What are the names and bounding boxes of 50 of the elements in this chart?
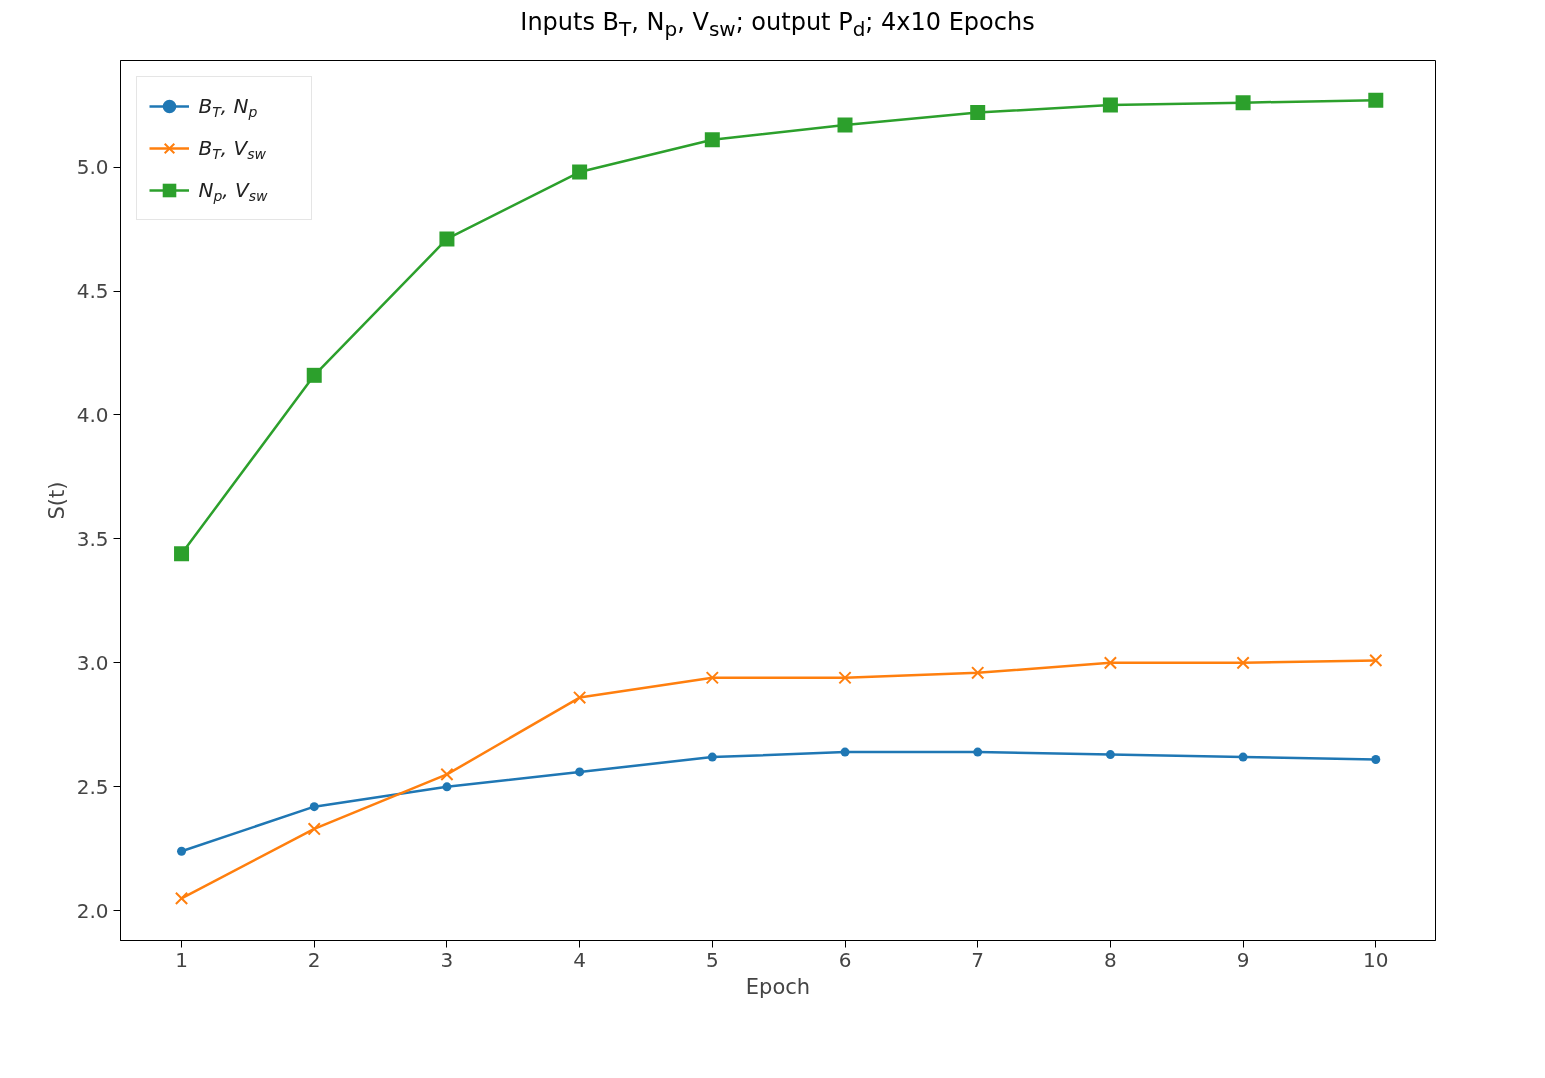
x-tick-label: 10: [1363, 947, 1389, 972]
point: [840, 747, 850, 757]
x-tick-label: 2: [307, 947, 321, 972]
point: [970, 105, 986, 121]
point: [1238, 752, 1248, 762]
point: [307, 822, 321, 836]
chart-title: Inputs B$_{T}$, N$_{p}$, V$_{sw}$; output P$_{d}$; 4x10 Epochs: [520, 8, 1035, 41]
x-tick-label: 5: [705, 947, 719, 972]
point: [1102, 97, 1118, 113]
y-tick-label: 4.5: [76, 279, 109, 304]
point: [442, 782, 452, 792]
point: [1371, 755, 1381, 765]
y-tick-label: 2.0: [76, 898, 109, 923]
point: [707, 752, 717, 762]
point: [1235, 95, 1251, 111]
point: [1236, 656, 1250, 670]
point: [837, 117, 853, 133]
point: [439, 231, 455, 247]
y-tick-label: 2.5: [76, 774, 109, 799]
point: [575, 767, 585, 777]
point: [177, 846, 187, 856]
x-tick-label: 1: [175, 947, 188, 972]
x-tick-label: 6: [838, 947, 852, 972]
point: [174, 891, 189, 906]
y-tick-label: 4.0: [76, 402, 109, 427]
point: [1103, 656, 1118, 670]
x-axis-title: Epoch: [745, 974, 811, 999]
point: [971, 666, 985, 680]
x-tick-label: 3: [440, 947, 454, 972]
point: [1369, 653, 1383, 668]
point: [973, 747, 983, 757]
x-tick-label: 9: [1236, 947, 1250, 972]
point: [174, 546, 190, 562]
point: [838, 671, 852, 685]
point: [309, 802, 319, 812]
x-tick-label: 7: [971, 947, 985, 972]
y-tick-label: 3.0: [76, 650, 109, 675]
point: [306, 367, 322, 383]
x-tick-label: 8: [1104, 947, 1117, 972]
point: [1105, 750, 1115, 760]
point: [572, 690, 587, 705]
y-axis-title: S(t): [44, 481, 69, 520]
point: [704, 132, 720, 148]
y-tick-label: 5.0: [76, 155, 109, 180]
point: [572, 164, 588, 180]
y-tick-label: 3.5: [76, 526, 109, 551]
x-tick-label: 4: [573, 947, 586, 972]
point: [1368, 92, 1384, 108]
point: [705, 671, 719, 685]
point: [440, 767, 454, 782]
